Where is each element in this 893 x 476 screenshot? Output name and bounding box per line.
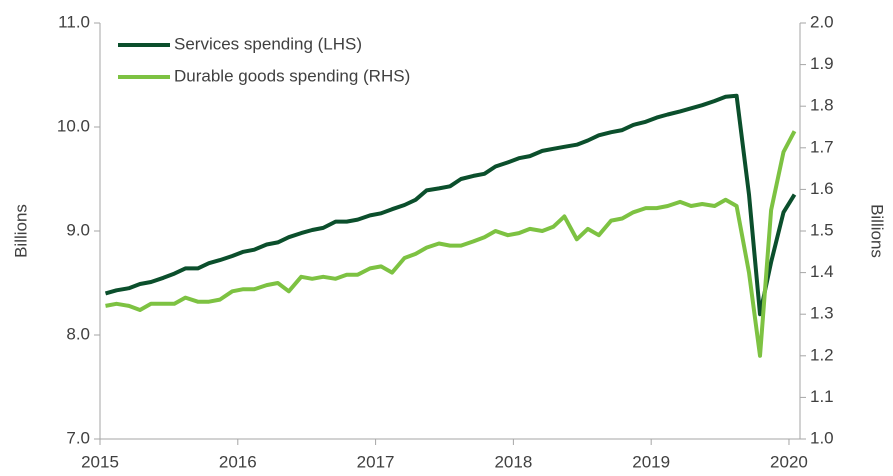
y2-tick-label: 1.9 <box>810 54 834 73</box>
x-tick-label: 2019 <box>632 452 670 471</box>
y2-tick-label: 1.4 <box>810 262 834 281</box>
y2-tick-label: 1.6 <box>810 179 834 198</box>
legend-label: Services spending (LHS) <box>174 34 362 53</box>
legend-label: Durable goods spending (RHS) <box>174 66 410 85</box>
x-tick-label: 2015 <box>81 452 119 471</box>
y-axis-label: Billions <box>11 204 30 258</box>
x-tick-label: 2016 <box>219 452 257 471</box>
y-tick-label: 11.0 <box>58 12 90 31</box>
x-tick-label: 2018 <box>494 452 532 471</box>
y2-tick-label: 2.0 <box>810 12 834 31</box>
y2-tick-label: 1.8 <box>810 96 834 115</box>
series-line <box>104 93 797 317</box>
x-tick-label: 2020 <box>770 452 808 471</box>
y2-axis-label: Billions <box>868 204 887 258</box>
y-tick-label: 8.0 <box>66 324 90 343</box>
series-line <box>105 130 797 358</box>
y-tick-label: 9.0 <box>66 220 90 239</box>
y-tick-label: 10.0 <box>57 116 90 135</box>
y2-tick-label: 1.1 <box>810 387 834 406</box>
x-tick-label: 2017 <box>357 452 395 471</box>
y2-tick-label: 1.5 <box>810 220 834 239</box>
y2-tick-label: 1.7 <box>810 137 834 156</box>
y2-tick-label: 1.0 <box>810 428 834 447</box>
y2-tick-label: 1.3 <box>810 304 834 323</box>
y-tick-label: 7.0 <box>66 428 90 447</box>
y2-tick-label: 1.2 <box>810 345 834 364</box>
